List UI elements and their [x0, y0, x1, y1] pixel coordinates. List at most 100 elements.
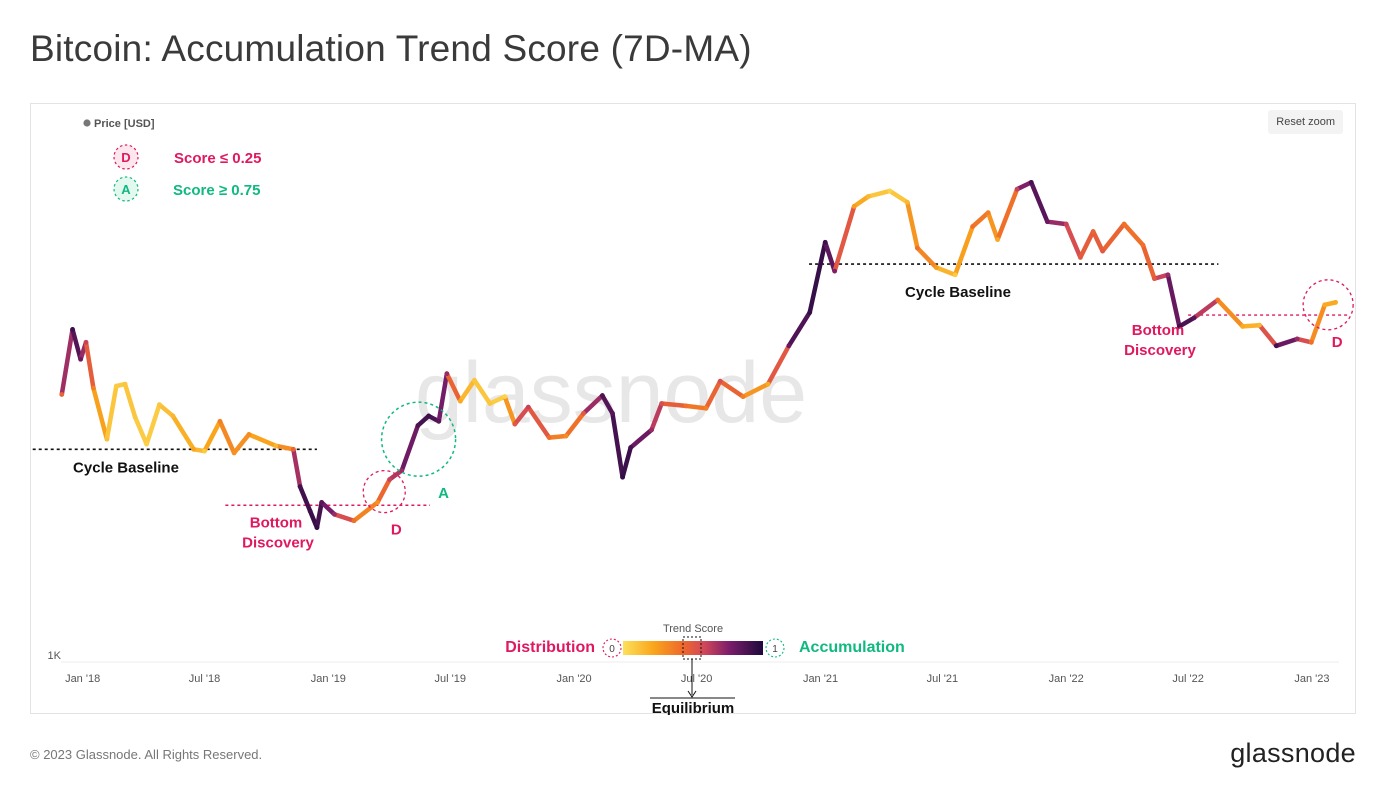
price-point [1294, 336, 1300, 342]
price-point [144, 441, 149, 447]
bottom-discovery-label-line1: Bottom [250, 514, 303, 531]
price-point [970, 224, 976, 229]
distribution-marker-ring [1302, 279, 1354, 331]
distribution-key-rule: Score ≤ 0.25 [174, 150, 261, 167]
price-point [581, 410, 586, 416]
price-segment [91, 385, 110, 442]
colorbar-min-label: 0 [609, 644, 615, 655]
price-point [1152, 276, 1157, 282]
colorbar-max-label: 1 [772, 644, 778, 655]
x-tick-label: Jul '22 [1172, 673, 1203, 685]
price-segment [170, 413, 196, 452]
accumulation-key-letter: A [121, 182, 131, 197]
price-point [1100, 248, 1105, 254]
price-segment [1240, 322, 1262, 329]
price-segment [387, 468, 405, 482]
price-point [1014, 186, 1020, 192]
distribution-label: Distribution [505, 639, 595, 656]
price-segment [832, 204, 857, 274]
price-point [1165, 272, 1171, 278]
x-tick-label: Jan '19 [311, 673, 346, 685]
distribution-key-badge [113, 144, 139, 170]
price-segment [1257, 322, 1279, 349]
price-segment [765, 343, 792, 387]
bottom-discovery-label-line2: Discovery [242, 534, 314, 551]
price-point [217, 418, 223, 424]
price-point [314, 525, 320, 531]
colorbar-title: Trend Score [663, 623, 723, 635]
x-tick-label: Jul '20 [681, 673, 712, 685]
price-point [628, 445, 634, 450]
chart-panel: glassnode Cycle Baseline Cycle Baseline Bot… [30, 103, 1357, 715]
price-segment [786, 310, 812, 349]
accumulation-marker-label: A [438, 485, 449, 502]
price-segment [1215, 297, 1245, 329]
colorbar-max-badge [765, 638, 785, 658]
price-segment [122, 381, 138, 420]
legend-price-usd[interactable]: Price [USD] [94, 118, 155, 130]
colorbar-gradient [623, 641, 763, 655]
price-point [399, 468, 405, 474]
price-segment [297, 484, 313, 514]
price-point [246, 432, 252, 437]
price-point [512, 421, 518, 427]
price-segment [1028, 180, 1050, 224]
price-segment [399, 423, 421, 473]
price-point [1273, 343, 1279, 349]
price-segment [649, 401, 664, 433]
price-point [191, 446, 197, 452]
price-point [1257, 322, 1262, 328]
price-point [985, 210, 991, 216]
price-point [436, 418, 442, 424]
price-segment [202, 419, 223, 454]
copyright-text: © 2023 Glassnode. All Rights Reserved. [30, 747, 263, 762]
price-segment [628, 427, 654, 450]
price-point [273, 443, 279, 449]
price-segment [995, 186, 1020, 242]
x-tick-label: Jan '23 [1294, 673, 1329, 685]
x-tick-label: Jan '21 [803, 673, 838, 685]
price-segment [581, 393, 605, 416]
price-segment [1140, 242, 1157, 281]
price-point [83, 339, 89, 345]
price-segment [319, 500, 337, 517]
price-point [599, 393, 605, 398]
price-segment [1014, 180, 1034, 192]
reset-zoom-button[interactable]: Reset zoom [1268, 110, 1343, 134]
price-point [70, 327, 75, 332]
price-point [444, 371, 450, 377]
price-point [865, 194, 871, 199]
price-segment [683, 403, 709, 411]
price-point [104, 436, 110, 442]
distribution-marker-label: D [391, 522, 402, 539]
price-point [832, 268, 838, 274]
equilibrium-arrowhead [687, 690, 697, 698]
price-segment [887, 188, 910, 205]
price-segment [351, 500, 380, 524]
price-point [1191, 315, 1197, 321]
x-tick-label: Jul '18 [189, 673, 220, 685]
price-point [659, 401, 665, 406]
cycle-baseline-label: Cycle Baseline [73, 459, 179, 476]
price-segment [1100, 221, 1127, 254]
price-point [683, 403, 689, 409]
price-point [1176, 323, 1182, 329]
legend-dot[interactable] [83, 119, 91, 127]
price-segment [502, 394, 518, 427]
price-point [91, 385, 96, 391]
price-segment [472, 377, 493, 406]
price-point [1121, 221, 1127, 227]
price-point [822, 239, 828, 245]
price-point [765, 381, 771, 387]
price-point [297, 484, 303, 490]
price-series[interactable] [59, 179, 1338, 531]
price-segment [600, 393, 615, 416]
price-segment [217, 419, 237, 456]
accumulation-key-badge [113, 176, 139, 202]
cycle-baseline-label: Cycle Baseline [905, 284, 1011, 301]
price-point [387, 477, 393, 482]
price-segment [104, 383, 119, 442]
price-segment [807, 240, 828, 315]
price-segment [83, 340, 96, 391]
